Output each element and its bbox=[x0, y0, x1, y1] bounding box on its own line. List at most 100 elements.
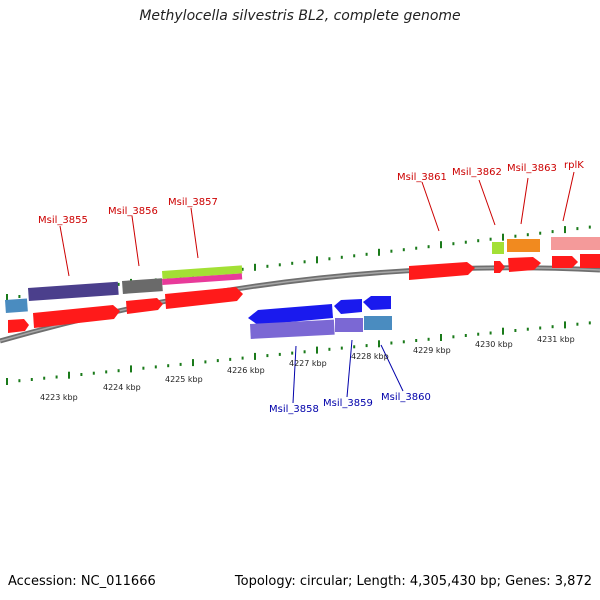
leader-3861 bbox=[421, 181, 440, 232]
lower-major-tick bbox=[564, 321, 566, 329]
lower-minor-tick bbox=[229, 357, 232, 361]
gene-feature-3863-orange[interactable] bbox=[507, 239, 540, 252]
upper-major-tick bbox=[440, 241, 442, 249]
lower-major-tick bbox=[440, 334, 442, 341]
lower-minor-tick bbox=[142, 366, 145, 370]
lower-minor-tick bbox=[489, 331, 492, 335]
gene-arrow-3855[interactable] bbox=[33, 305, 120, 328]
leader-3859 bbox=[346, 339, 353, 398]
gene-label-3859: Msil_3859 bbox=[323, 398, 373, 409]
gene-feature-3860-band[interactable] bbox=[364, 316, 392, 330]
lower-minor-tick bbox=[390, 341, 393, 345]
lower-minor-tick bbox=[514, 329, 517, 332]
lower-minor-tick bbox=[328, 347, 331, 351]
gene-arrow-3858[interactable] bbox=[248, 304, 333, 325]
gene-arrow-3862[interactable] bbox=[494, 261, 505, 273]
gene-arrow-3859[interactable] bbox=[334, 299, 362, 314]
gene-feature-3855-region[interactable] bbox=[27, 281, 119, 301]
lower-minor-tick bbox=[427, 337, 430, 341]
kbp-label-4227: 4227 kbp bbox=[289, 359, 327, 368]
upper-minor-tick bbox=[390, 249, 393, 253]
gene-feature-3862-green[interactable] bbox=[492, 242, 504, 254]
kbp-label-4223: 4223 kbp bbox=[40, 393, 78, 402]
lower-minor-tick bbox=[18, 379, 21, 383]
lower-major-tick bbox=[316, 346, 318, 354]
upper-minor-tick bbox=[241, 267, 244, 271]
gene-feature-3856-region[interactable] bbox=[121, 278, 163, 294]
lower-minor-tick bbox=[154, 365, 157, 369]
gene-arrow-3856[interactable] bbox=[126, 298, 163, 314]
upper-minor-tick bbox=[266, 264, 269, 268]
gene-label-3857: Msil_3857 bbox=[168, 197, 218, 208]
gene-feature-3858-band[interactable] bbox=[250, 319, 335, 339]
leader-3856 bbox=[131, 215, 140, 267]
gene-label-3855: Msil_3855 bbox=[38, 215, 88, 226]
gene-label-3863: Msil_3863 bbox=[507, 163, 557, 174]
kbp-label-4228: 4228 kbp bbox=[351, 352, 389, 361]
leader-3855 bbox=[59, 225, 70, 277]
lower-major-tick bbox=[68, 371, 70, 379]
gene-arrow-3861[interactable] bbox=[409, 262, 475, 280]
upper-minor-tick bbox=[291, 261, 294, 265]
lower-minor-tick bbox=[105, 370, 108, 374]
gene-labels: Msil_3855 Msil_3856 Msil_3857 Msil_3861 … bbox=[38, 160, 584, 415]
lower-major-tick bbox=[6, 378, 8, 385]
gene-label-rplk: rplK bbox=[564, 160, 584, 171]
upper-minor-tick bbox=[551, 230, 554, 234]
gene-label-3861: Msil_3861 bbox=[397, 172, 447, 183]
upper-minor-tick bbox=[365, 252, 368, 256]
upper-minor-tick bbox=[477, 239, 480, 243]
lower-minor-tick bbox=[80, 373, 83, 376]
lower-minor-tick bbox=[340, 346, 343, 350]
leader-3857 bbox=[190, 207, 199, 259]
upper-minor-tick bbox=[328, 257, 331, 261]
upper-minor-tick bbox=[117, 282, 120, 286]
lower-minor-tick bbox=[588, 321, 591, 325]
label-leader-lines bbox=[59, 171, 575, 404]
upper-minor-tick bbox=[526, 233, 529, 237]
lower-minor-tick bbox=[55, 375, 58, 379]
leader-3863 bbox=[520, 177, 529, 225]
gene-feature-3857-pink[interactable] bbox=[162, 273, 243, 285]
reverse-gene-track bbox=[248, 296, 392, 339]
gene-arrow-left-edge[interactable] bbox=[8, 319, 29, 333]
kbp-label-4225: 4225 kbp bbox=[165, 375, 203, 384]
gene-feature-left-edge[interactable] bbox=[4, 298, 28, 313]
lower-minor-tick bbox=[526, 327, 529, 331]
forward-gene-track bbox=[4, 237, 600, 333]
gene-arrow-rplk[interactable] bbox=[552, 256, 578, 268]
leader-3862 bbox=[478, 179, 496, 226]
kbp-label-4229: 4229 kbp bbox=[413, 346, 451, 355]
leader-3860 bbox=[380, 344, 404, 392]
kbp-labels: 4223 kbp 4224 kbp 4225 kbp 4226 kbp 4227… bbox=[40, 335, 575, 402]
gene-arrow-3857[interactable] bbox=[165, 287, 243, 309]
genome-info-label: Topology: circular; Length: 4,305,430 bp… bbox=[234, 574, 592, 589]
lower-minor-tick bbox=[353, 345, 356, 349]
upper-minor-tick bbox=[18, 295, 21, 298]
lower-minor-tick bbox=[167, 364, 170, 368]
gene-label-3860: Msil_3860 bbox=[381, 392, 431, 403]
gene-arrow-3860[interactable] bbox=[363, 296, 391, 310]
upper-minor-tick bbox=[464, 240, 467, 244]
accession-label: Accession: NC_011666 bbox=[8, 574, 156, 589]
lower-major-tick bbox=[254, 352, 256, 360]
gene-feature-3859-band[interactable] bbox=[335, 318, 363, 332]
gene-feature-3857-green[interactable] bbox=[162, 265, 243, 279]
gene-feature-rplk-pink[interactable] bbox=[551, 237, 600, 250]
gene-label-3856: Msil_3856 bbox=[108, 206, 158, 217]
leader-3858 bbox=[292, 345, 297, 404]
map-title: Methylocella silvestris BL2, complete ge… bbox=[139, 8, 461, 24]
lower-major-tick bbox=[502, 327, 504, 335]
upper-major-tick bbox=[502, 233, 504, 241]
gene-arrow-3863[interactable] bbox=[508, 257, 541, 272]
lower-tick-row bbox=[6, 321, 591, 385]
upper-major-tick bbox=[6, 294, 8, 301]
upper-minor-tick bbox=[489, 237, 492, 241]
kbp-label-4226: 4226 kbp bbox=[227, 366, 265, 375]
leader-rplk bbox=[562, 171, 575, 222]
lower-major-tick bbox=[130, 365, 132, 373]
gene-arrow-rplk-next[interactable] bbox=[580, 254, 600, 268]
upper-minor-tick bbox=[278, 263, 281, 267]
lower-minor-tick bbox=[278, 352, 281, 356]
